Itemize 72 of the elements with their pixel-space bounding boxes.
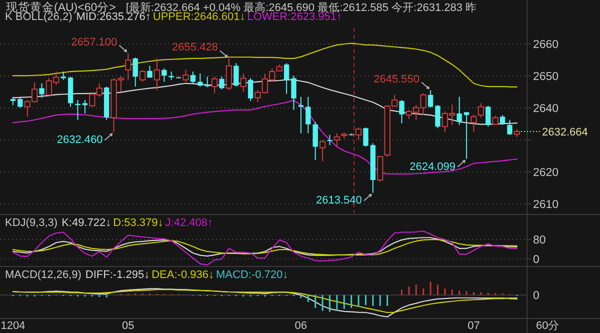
candlestick: [298, 96, 304, 134]
series-label: DEA:-0.936↓: [152, 269, 214, 281]
legend-title: KDJ(9,3,3): [5, 217, 58, 229]
annotation: 2624.099: [410, 160, 456, 173]
annotation: 2632.460: [56, 134, 103, 146]
candlestick: [363, 127, 368, 148]
series-label: MACD:-0.720↓: [216, 269, 288, 281]
candlestick: [291, 75, 296, 110]
x-tick-label: 05: [122, 320, 134, 332]
y-tick-label: 2610: [533, 199, 559, 212]
candlestick: [478, 102, 484, 118]
text: MID:2635.276↑: [76, 11, 151, 23]
annotation: 2657.100: [71, 36, 118, 48]
candlestick: [377, 155, 384, 182]
candlestick: [211, 76, 218, 94]
candlestick: [435, 104, 440, 129]
candlestick: [492, 115, 498, 126]
annotation: 2613.540: [316, 194, 362, 207]
y-tick-label: 2660: [533, 39, 559, 52]
legend-title: K BOLL(26,2): [5, 11, 72, 23]
candlestick: [182, 69, 189, 82]
x-tick-label: 06: [294, 320, 308, 332]
candlestick: [334, 132, 340, 148]
line-series: [12, 230, 518, 266]
candlestick: [312, 121, 318, 160]
candlestick: [82, 100, 88, 114]
candlestick: [306, 96, 311, 134]
candlestick: [125, 52, 132, 80]
candlestick: [464, 112, 470, 160]
text: UPPER:2646.601↓: [152, 11, 246, 23]
candlestick: [204, 76, 210, 88]
candlestick: [190, 71, 196, 84]
candlestick: [248, 78, 254, 102]
candlestick: [219, 76, 224, 90]
series-label: DIFF:-1.295↓: [85, 269, 150, 281]
y-tick-label: 2620: [533, 167, 559, 180]
y-tick-label: 2650: [533, 71, 559, 84]
candlestick: [226, 58, 232, 91]
candlestick: [486, 105, 491, 128]
series-label: J:42.408↑: [165, 217, 213, 229]
y-tick-label: 0: [533, 254, 540, 266]
candlestick: [456, 96, 462, 126]
candlestick: [319, 140, 326, 162]
annotation: 2655.428: [172, 42, 218, 54]
candlestick: [355, 127, 362, 141]
candlestick: [234, 62, 239, 88]
legend-title: MACD(12,26,9): [5, 269, 82, 281]
y-tick-label: 2640: [533, 103, 559, 116]
series-label: K:49.722↓: [62, 217, 112, 229]
candlestick: [139, 69, 146, 82]
candlestick: [399, 100, 404, 124]
candlestick: [162, 68, 167, 82]
series-label: D:53.379↓: [113, 217, 164, 229]
y-tick-label: 80: [533, 234, 546, 247]
candlestick: [132, 56, 138, 88]
line-series: [12, 100, 518, 174]
candlestick: [39, 82, 44, 98]
x-axis-title: 60分: [536, 320, 560, 332]
candlestick: [18, 97, 23, 108]
candlestick: [470, 114, 477, 132]
candlestick: [507, 119, 512, 136]
candlestick: [500, 114, 506, 126]
candlestick: [240, 72, 246, 92]
candlestick: [284, 62, 290, 94]
text: LOWER:2623.951↑: [247, 11, 342, 23]
candlestick: [428, 90, 434, 108]
candlestick: [327, 134, 332, 146]
x-tick-label: 1204: [0, 320, 26, 332]
annotation: 2645.550: [374, 73, 420, 86]
ref-line-label: 2632.664: [542, 126, 588, 138]
candlestick: [154, 58, 160, 91]
x-tick-label: 07: [468, 320, 480, 332]
